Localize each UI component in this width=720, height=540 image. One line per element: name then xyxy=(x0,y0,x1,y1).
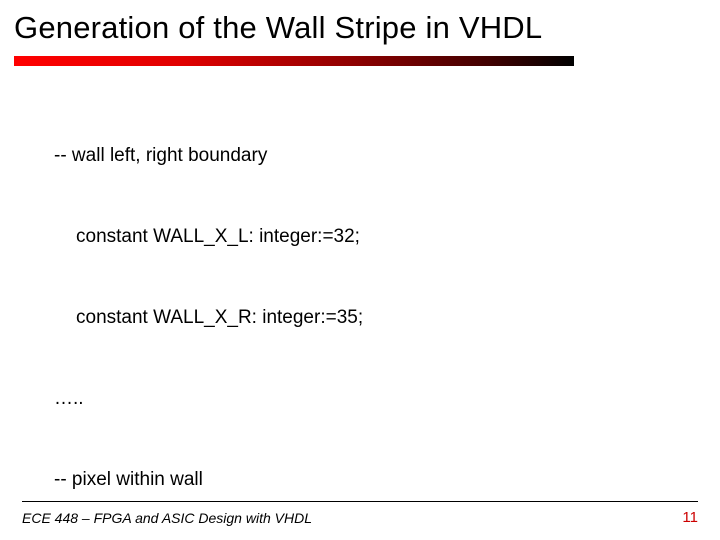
page-number: 11 xyxy=(682,509,698,526)
code-line: constant WALL_X_R: integer:=35; xyxy=(36,304,603,331)
code-line: constant WALL_X_L: integer:=32; xyxy=(36,223,603,250)
slide-title: Generation of the Wall Stripe in VHDL xyxy=(14,10,542,46)
code-line: ….. xyxy=(36,385,603,412)
title-underline-rule xyxy=(14,56,574,66)
footer-divider xyxy=(22,501,698,502)
footer-course-label: ECE 448 – FPGA and ASIC Design with VHDL xyxy=(22,510,312,526)
code-line: -- wall left, right boundary xyxy=(36,142,603,169)
slide: Generation of the Wall Stripe in VHDL --… xyxy=(0,0,720,540)
code-line: -- pixel within wall xyxy=(36,466,603,493)
code-block: -- wall left, right boundary constant WA… xyxy=(36,88,603,540)
